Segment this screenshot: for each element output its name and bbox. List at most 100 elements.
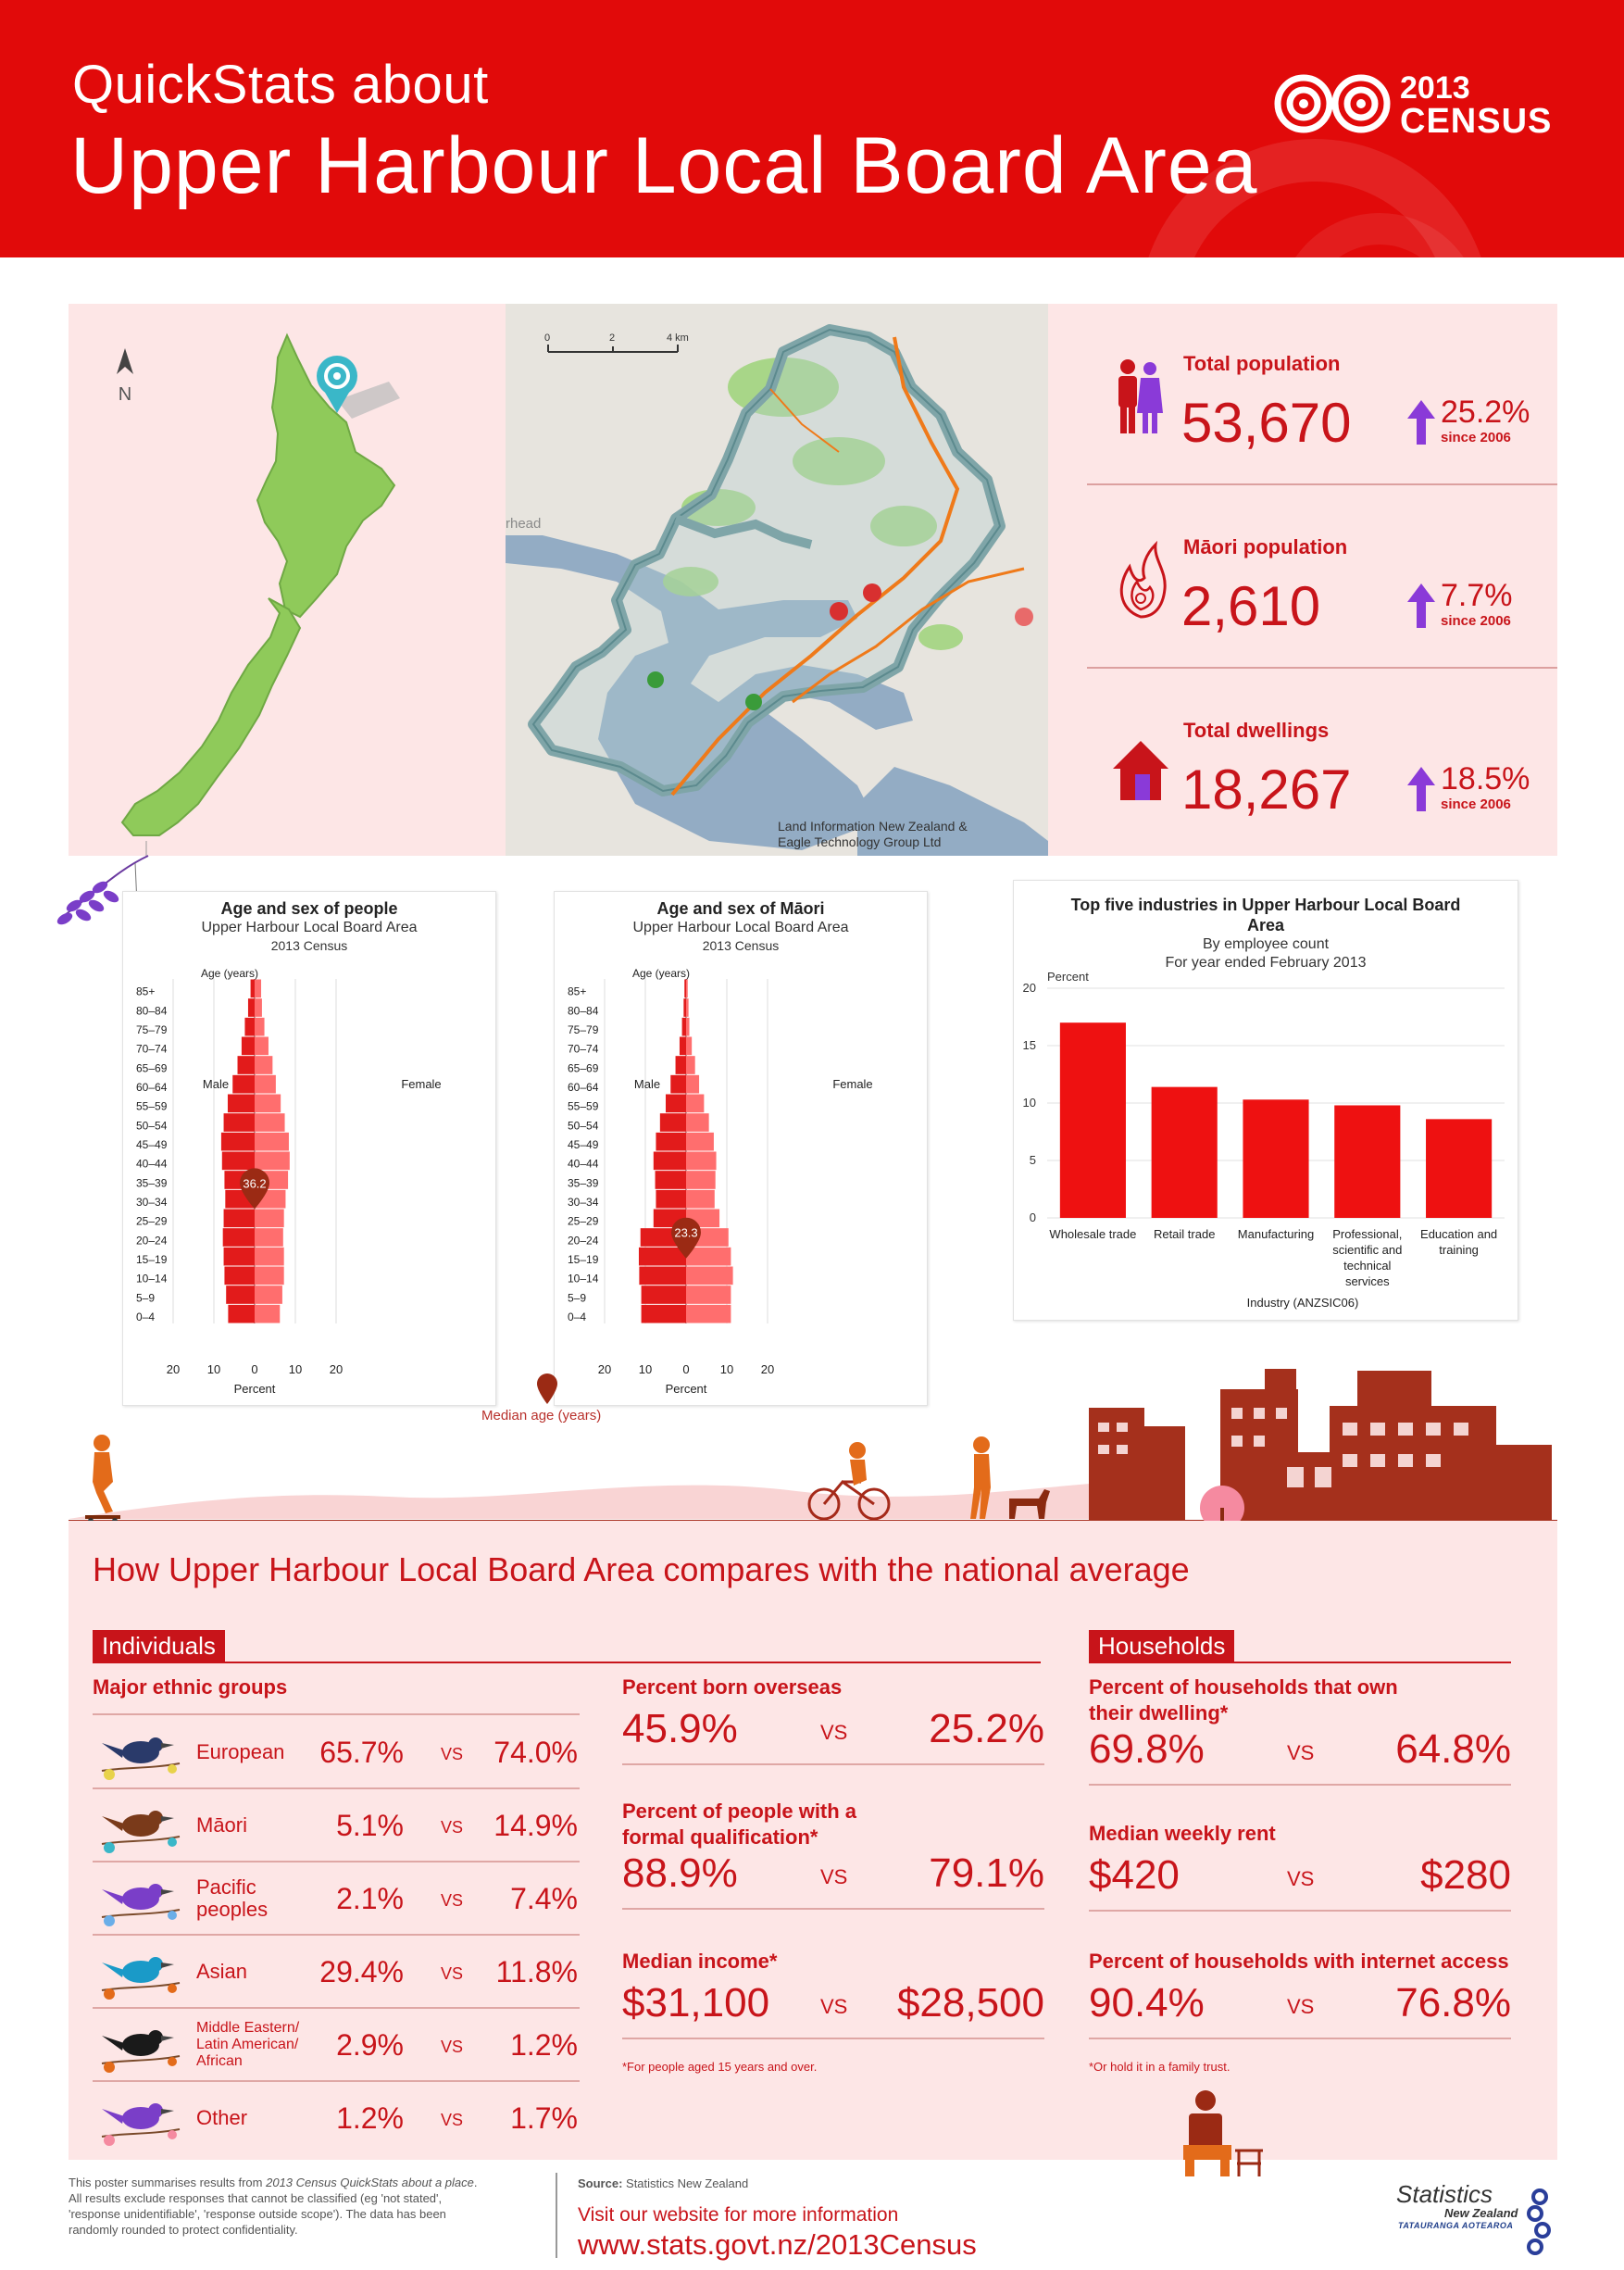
x-axis-label: Industry (ANZSIC06) [1247,1296,1359,1310]
stat-maori-population: Māori population 2,610 7.7% since 2006 [1087,487,1557,669]
north-arrow: N [111,346,139,406]
divider [622,2038,1044,2039]
nz-map-icon [120,332,400,856]
male-bar [227,1094,255,1113]
indicator-heading-line: Percent of people with a [622,1800,857,1823]
chart-subtitle: 2013 Census [270,938,348,953]
logo-text: Statistics [1396,2180,1493,2208]
local-value: 29.4% [319,1955,404,1988]
divider [93,2080,580,2082]
city-buildings-icon [1089,1369,1552,1521]
ethnic-group-row: Māori 5.1% VS 14.9% [93,1788,580,1862]
nz-locator-map: N [69,304,506,856]
national-value: 7.4% [510,1882,578,1915]
median-pin-icon [537,1373,557,1404]
female-bar [686,1285,731,1304]
vs-label: VS [820,1995,848,2018]
ethnic-group-row: European 65.7% VS 74.0% [93,1715,580,1789]
national-value: 79.1% [929,1850,1044,1896]
age-tick-label: 15–19 [568,1253,599,1266]
chart-subtitle: 2013 Census [702,938,780,953]
male-bar [641,1285,686,1304]
north-label: N [118,384,132,405]
local-value: 90.4% [1089,1980,1205,2025]
median-pin [671,1217,701,1259]
page-title: Upper Harbour Local Board Area [70,121,1258,210]
female-bar [255,1209,284,1228]
ethnic-group-name-line: African [196,2053,243,2069]
ethnic-group-row: Asian 29.4% VS 11.8% [93,1935,580,2009]
divider [93,2007,580,2009]
female-label: Female [401,1077,441,1091]
age-tick-label: 25–29 [568,1215,599,1228]
industry-bar [1059,1022,1126,1218]
national-value: 1.2% [510,2028,578,2062]
age-tick-label: 80–84 [568,1004,599,1017]
x-tick-label: 0 [251,1362,257,1376]
x-tick-label: 20 [761,1362,774,1376]
map-place-label: rhead [506,516,541,532]
female-bar [255,1056,273,1074]
indicator-heading-line: Percent of households that own [1089,1675,1398,1699]
chart-subtitle: For year ended February 2013 [1165,955,1367,971]
age-tick-label: 50–54 [136,1119,168,1132]
divider [93,1787,580,1789]
median-value: 23.3 [674,1226,697,1240]
axis-label: Age (years) [632,967,690,980]
house-icon [1113,741,1168,800]
x-tick-label: 10 [639,1362,652,1376]
divider [1087,483,1557,485]
male-bar [684,979,686,998]
male-label: Male [634,1077,660,1091]
age-tick-label: 15–19 [136,1253,168,1266]
scale-label-0: 0 [544,332,550,344]
age-tick-label: 75–79 [568,1023,599,1036]
pyramid-plot: 0–4 5–9 10–14 15–19 20–24 25–29 30–34 35–39 40–4… [136,967,442,1396]
female-bar [686,998,689,1017]
age-tick-label: 70–74 [136,1043,168,1056]
male-bar [675,1056,686,1074]
footer-visit-text: Visit our website for more information [578,2204,899,2226]
industry-bar-plot: 0 5 10 15 20 Percent Wholesale trade Retail tra… [1023,970,1505,1310]
logo-text: New Zealand [1444,2206,1518,2220]
national-value: 76.8% [1395,1980,1511,2025]
koru-flame-icon [1119,540,1167,619]
ethnic-group-name: Other [196,2107,247,2129]
scale-label-2: 2 [609,332,615,344]
divider [93,1934,580,1936]
male-bar [659,1113,686,1132]
female-bar [255,1285,282,1304]
y-tick-label: 0 [1030,1210,1036,1224]
age-tick-label: 60–64 [568,1081,599,1094]
male-bar [656,1189,686,1209]
male-bar [220,1132,255,1151]
local-value: 2.1% [336,1882,404,1915]
female-bar [686,1247,731,1266]
walker-with-dog-icon [970,1436,1050,1519]
female-bar [255,1094,281,1113]
divider [622,1908,1044,1910]
female-bar [686,1074,700,1094]
local-value: 88.9% [622,1850,738,1896]
stats-chain-icon [1527,2188,1551,2255]
header-banner: QuickStats about Upper Harbour Local Boa… [0,0,1624,257]
y-tick-label: 20 [1023,981,1036,995]
indicator-heading: Percent born overseas [622,1674,842,1700]
comparison-title: How Upper Harbour Local Board Area compa… [93,1550,1190,1588]
x-axis-label: Percent [234,1382,276,1396]
up-arrow-icon [1407,583,1435,628]
male-bar [655,1171,686,1189]
age-tick-label: 45–49 [136,1138,168,1151]
pyramid-plot: 0–4 5–9 10–14 15–19 20–24 25–29 30–34 35–39 40–4… [568,967,873,1396]
age-tick-label: 20–24 [568,1234,599,1247]
website-link[interactable]: www.stats.govt.nz/2013Census [578,2228,977,2261]
vs-label: VS [820,1865,848,1888]
male-label: Male [203,1077,229,1091]
ethnic-group-name-line: Latin American/ [196,2037,299,2052]
ethnic-group-name: Asian [196,1961,247,1983]
female-bar [686,1151,717,1171]
male-bar [223,1247,255,1266]
ethnic-group-row: Other 1.2% VS 1.7% [93,2081,580,2155]
vs-label: VS [1287,1741,1315,1764]
ethnic-group-name-line: Māori [196,1813,248,1837]
